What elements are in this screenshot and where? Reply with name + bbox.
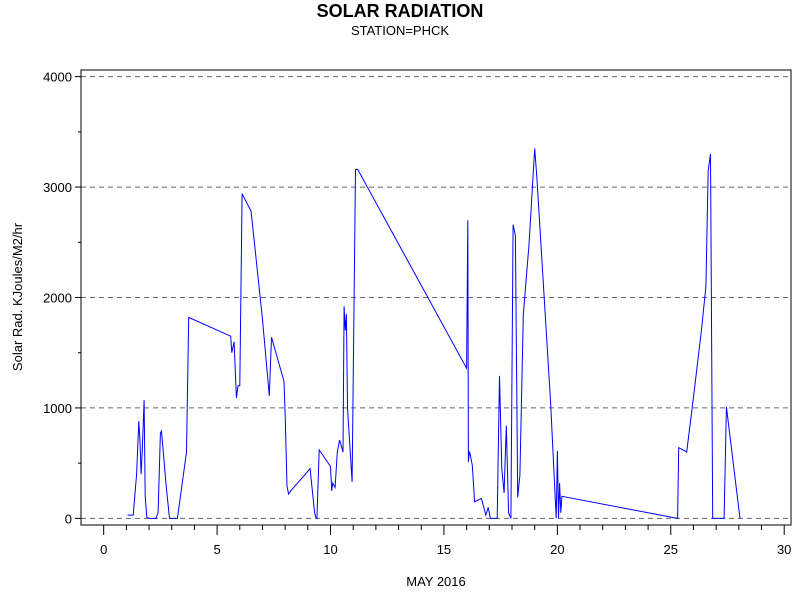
x-tick-label-5: 5: [213, 542, 220, 557]
y-tick-label-1000: 1000: [43, 401, 72, 416]
series-line-0: [127, 148, 741, 520]
x-tick-label-25: 25: [664, 542, 678, 557]
gridlines: [81, 76, 791, 519]
data-series: [127, 148, 741, 520]
y-tick-label-0: 0: [65, 511, 72, 526]
x-tick-label-10: 10: [323, 542, 337, 557]
y-axis-label: Solar Rad. KJoules/M2/hr: [10, 222, 25, 371]
x-tick-label-30: 30: [777, 542, 791, 557]
x-axis-ticks: 0 5 10 15 20 25 30: [100, 525, 791, 557]
y-tick-label-2000: 2000: [43, 291, 72, 306]
chart-subtitle: STATION=PHCK: [351, 23, 449, 38]
x-tick-label-20: 20: [550, 542, 564, 557]
x-tick-label-15: 15: [437, 542, 451, 557]
plot-frame: [80, 69, 792, 526]
x-axis-label: MAY 2016: [406, 574, 466, 589]
y-tick-label-4000: 4000: [43, 70, 72, 85]
chart-title: SOLAR RADIATION: [317, 1, 484, 21]
y-tick-label-3000: 3000: [43, 180, 72, 195]
y-axis-ticks: 0 1000 2000 3000 4000: [43, 70, 81, 526]
x-tick-label-0: 0: [100, 542, 107, 557]
